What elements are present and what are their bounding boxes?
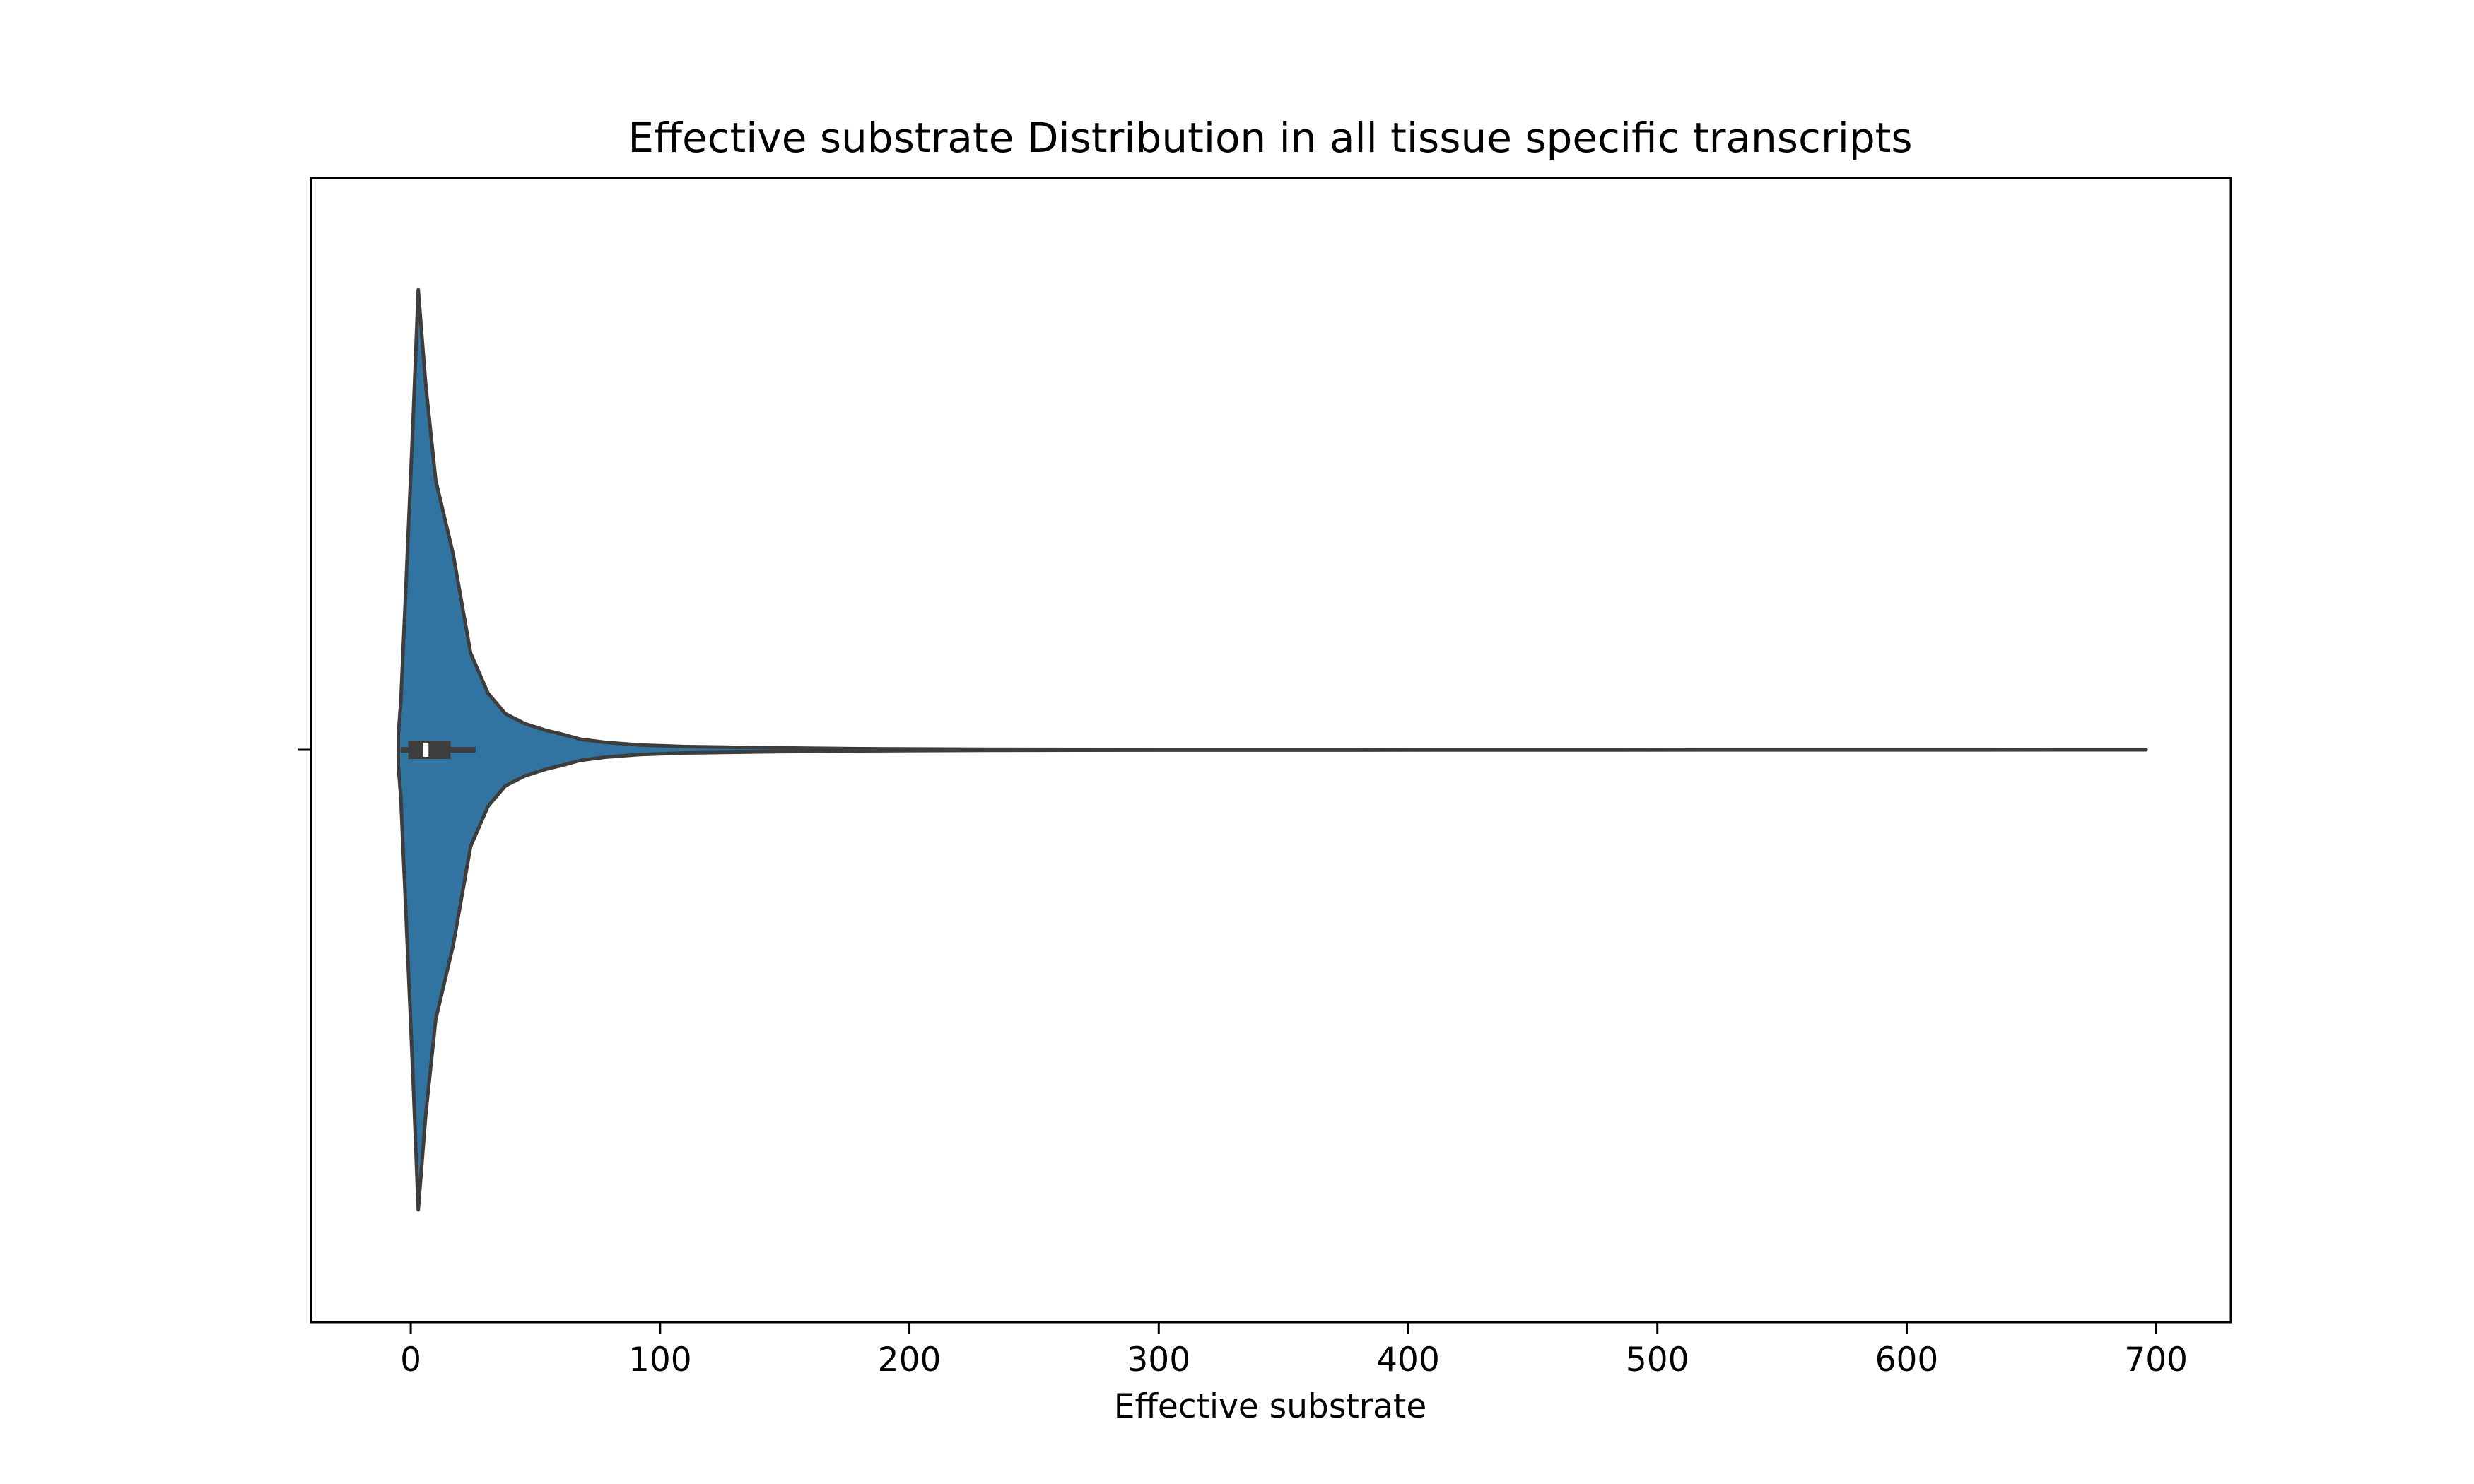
x-tick-label: 100 [628, 1341, 692, 1379]
x-tick-label: 400 [1376, 1341, 1440, 1379]
x-tick-label: 500 [1626, 1341, 1689, 1379]
violin-body [397, 288, 2148, 1212]
x-tick-label: 600 [1875, 1341, 1939, 1379]
median-marker [423, 743, 429, 757]
x-axis-label: Effective substrate [1114, 1387, 1426, 1426]
x-tick-label: 0 [400, 1341, 421, 1379]
chart-title: Effective substrate Distribution in all … [628, 114, 1912, 162]
iqr-box [408, 741, 451, 759]
inner-box-layer [400, 741, 476, 759]
x-tick-label: 200 [878, 1341, 942, 1379]
x-tick-label: 700 [2124, 1341, 2188, 1379]
x-tick-label: 300 [1127, 1341, 1190, 1379]
x-axis-ticks: 0 100 200 300 400 500 600 700 [400, 1322, 2188, 1379]
violin-layer [397, 288, 2148, 1212]
